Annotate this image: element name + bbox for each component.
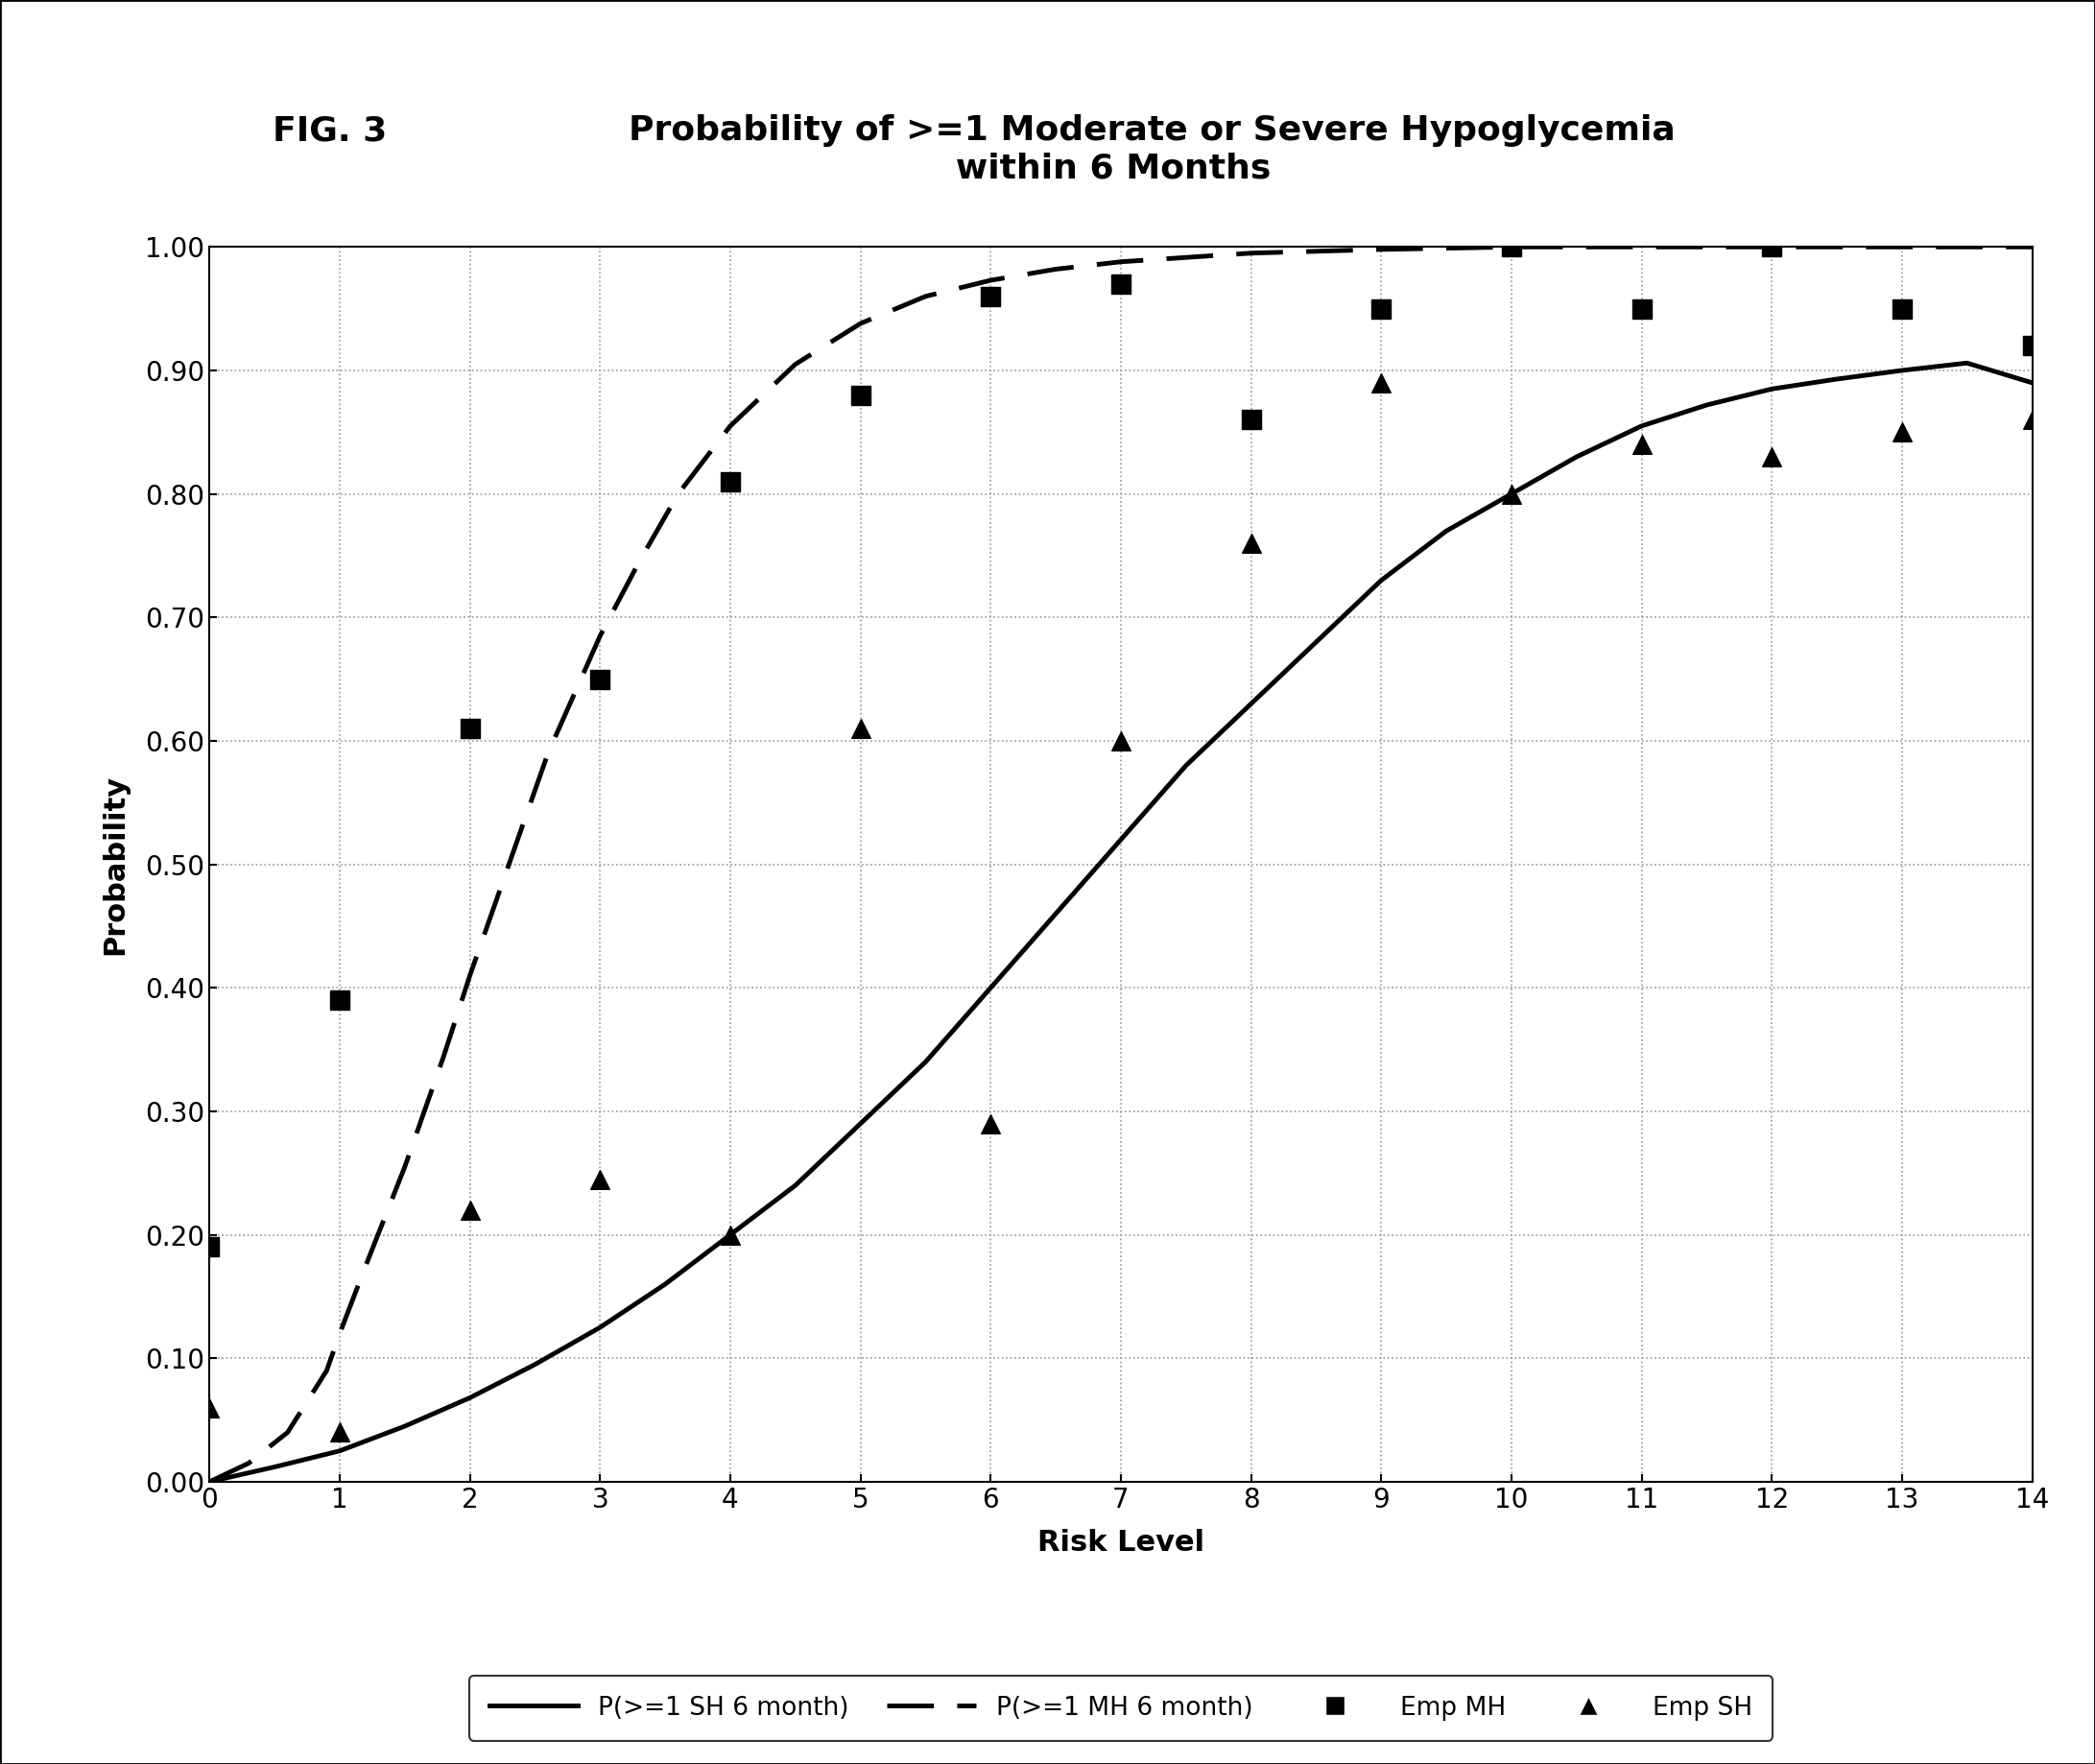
Point bbox=[1234, 529, 1267, 557]
Point bbox=[1494, 480, 1527, 508]
Point bbox=[193, 1233, 226, 1261]
Point bbox=[453, 714, 486, 743]
Point bbox=[1886, 295, 1919, 323]
Point bbox=[1494, 233, 1527, 261]
X-axis label: Risk Level: Risk Level bbox=[1037, 1529, 1205, 1558]
Text: Probability of >=1 Moderate or Severe Hypoglycemia
                           wi: Probability of >=1 Moderate or Severe Hy… bbox=[628, 115, 1676, 185]
Text: FIG. 3: FIG. 3 bbox=[272, 115, 388, 146]
Point bbox=[323, 986, 356, 1014]
Legend: P(>=1 SH 6 month), P(>=1 MH 6 month), Emp MH, Emp SH: P(>=1 SH 6 month), P(>=1 MH 6 month), Em… bbox=[469, 1676, 1772, 1741]
Point bbox=[1104, 727, 1138, 755]
Point bbox=[2015, 406, 2049, 434]
Point bbox=[323, 1418, 356, 1446]
Point bbox=[582, 665, 616, 693]
Y-axis label: Probability: Probability bbox=[101, 774, 130, 954]
Point bbox=[1364, 295, 1397, 323]
Point bbox=[193, 1394, 226, 1422]
Point bbox=[1364, 369, 1397, 397]
Point bbox=[453, 1196, 486, 1224]
Point bbox=[1104, 270, 1138, 298]
Point bbox=[844, 381, 878, 409]
Point bbox=[1626, 430, 1659, 459]
Point bbox=[974, 1110, 1008, 1138]
Point bbox=[844, 714, 878, 743]
Point bbox=[714, 467, 748, 496]
Point bbox=[582, 1164, 616, 1192]
Point bbox=[1886, 418, 1919, 446]
Point bbox=[974, 282, 1008, 310]
Point bbox=[1234, 406, 1267, 434]
Point bbox=[2015, 332, 2049, 360]
Point bbox=[1626, 295, 1659, 323]
Point bbox=[714, 1221, 748, 1249]
Point bbox=[1756, 443, 1789, 471]
Point bbox=[1756, 233, 1789, 261]
